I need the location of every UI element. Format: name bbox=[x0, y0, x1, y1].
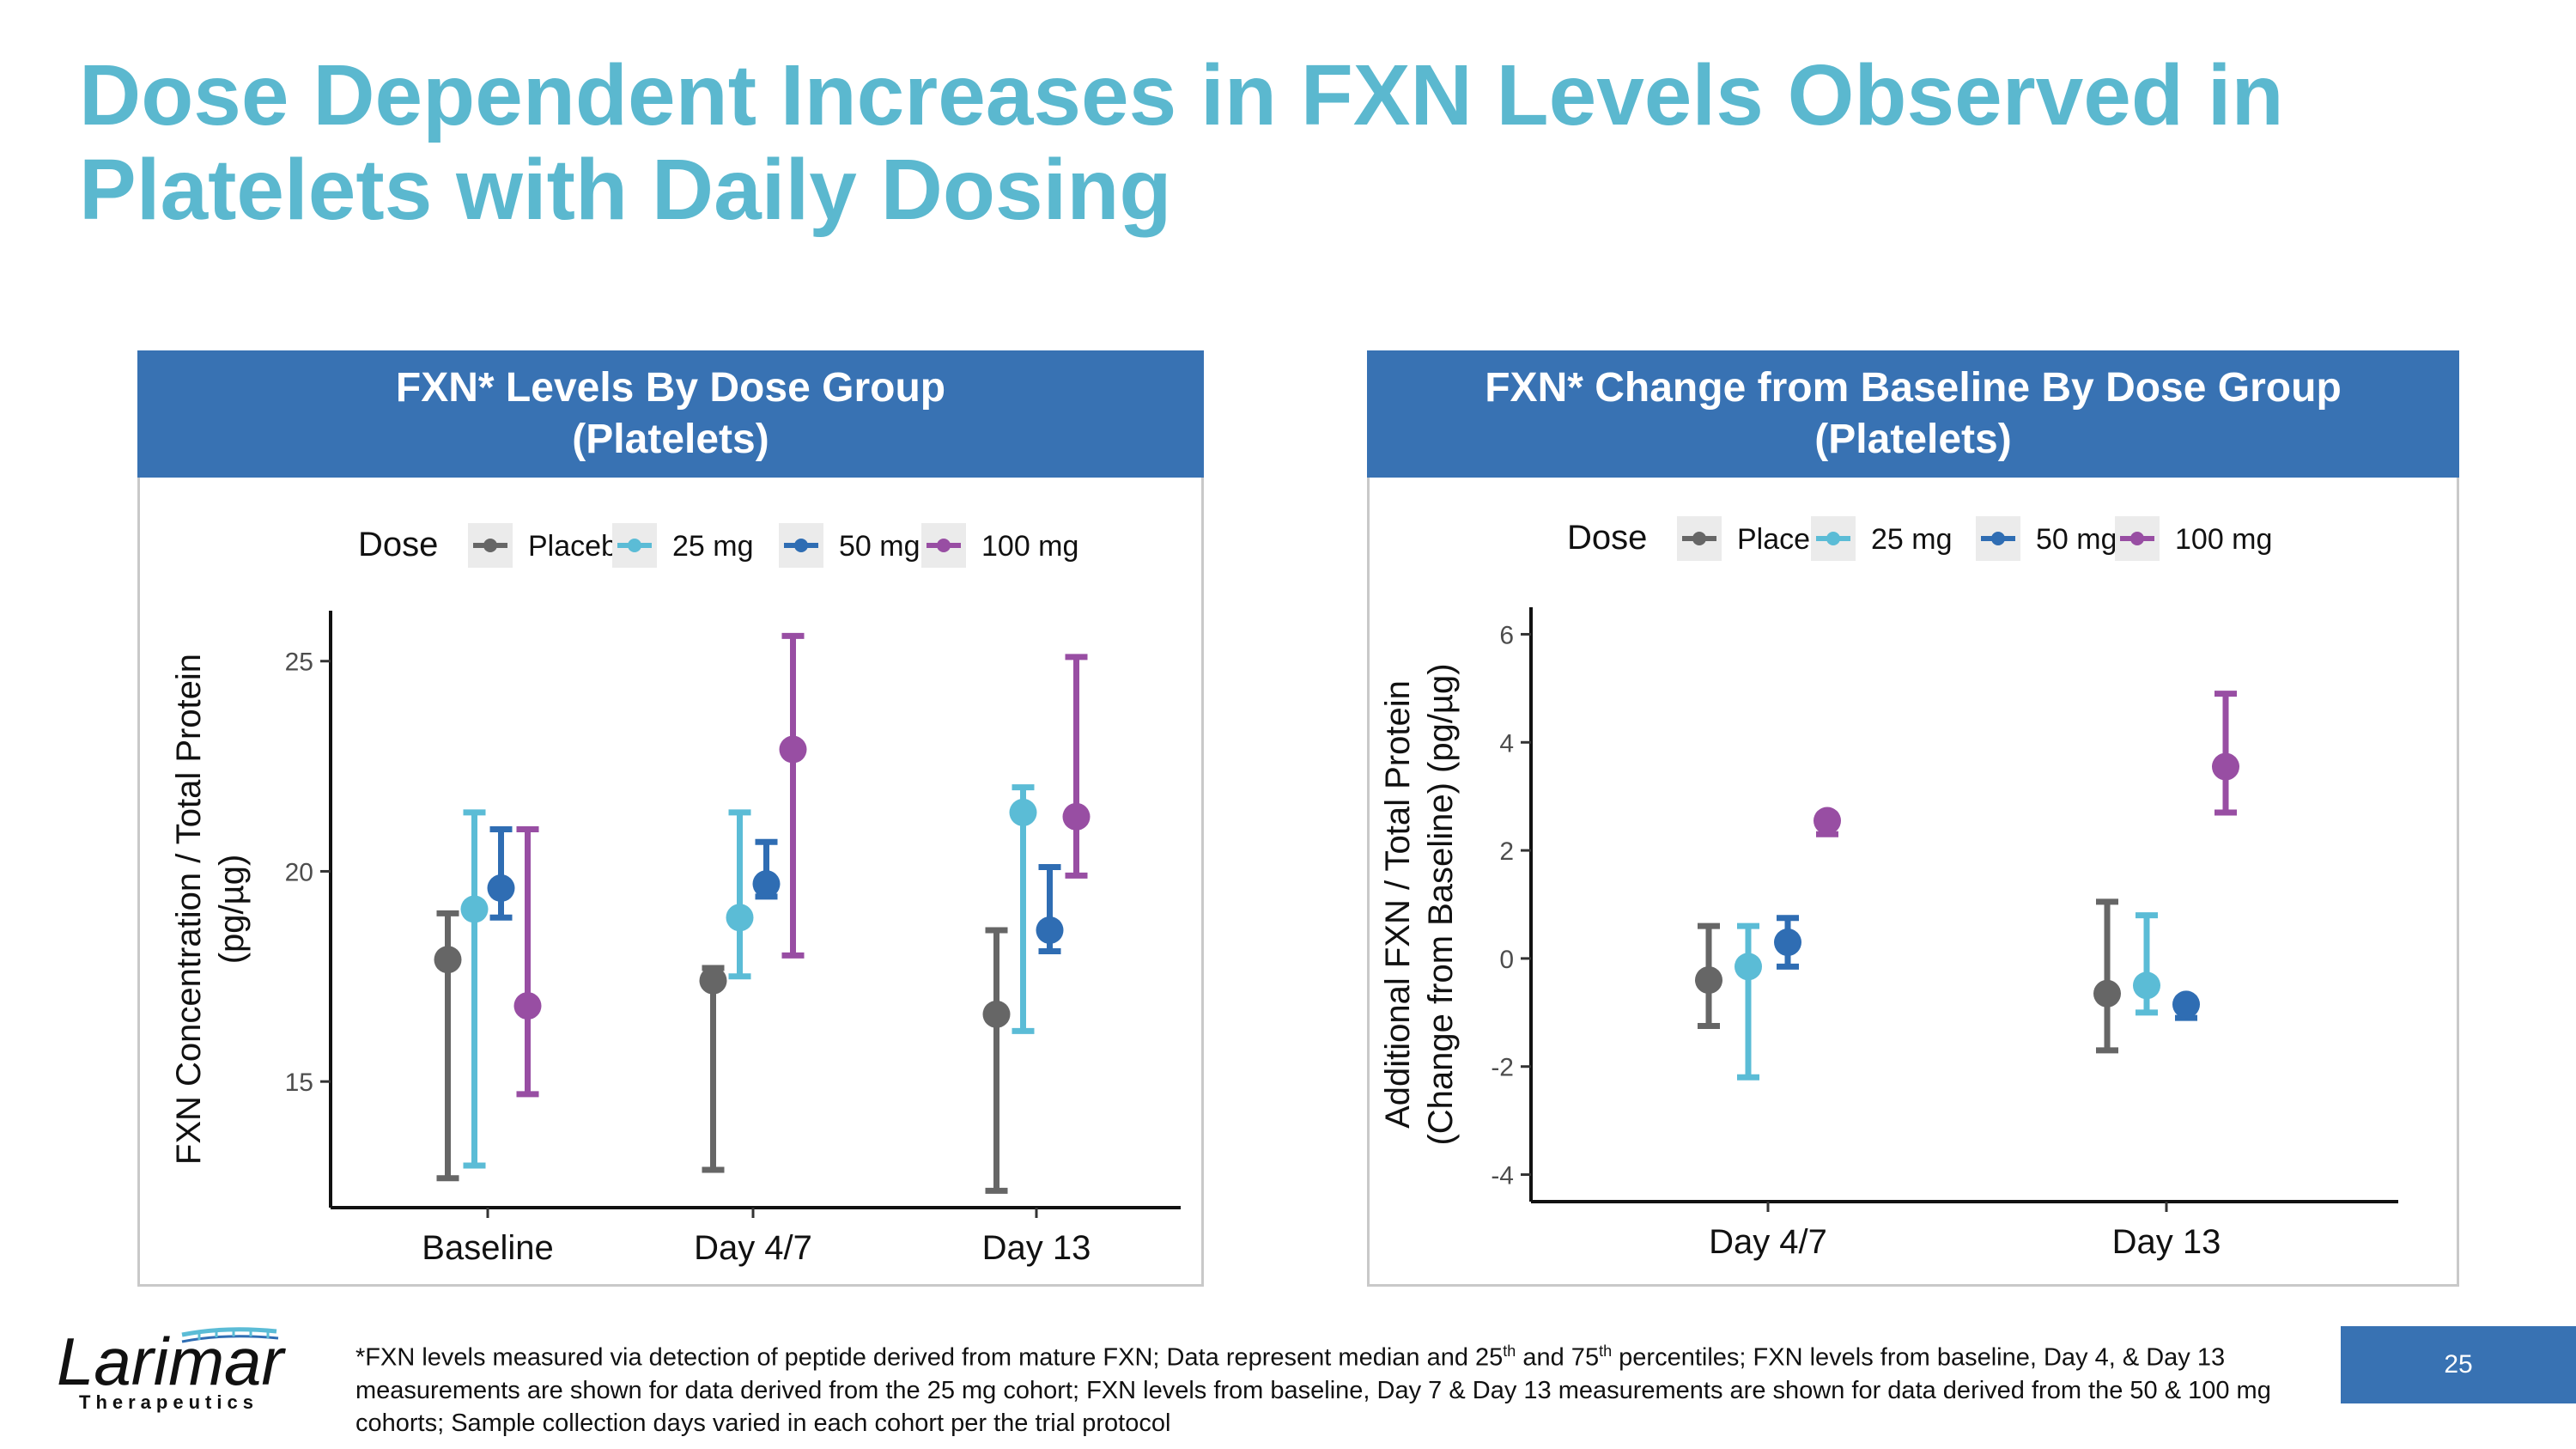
data-point bbox=[487, 874, 515, 903]
y-tick-label: 4 bbox=[1499, 729, 1514, 758]
data-point bbox=[1009, 798, 1037, 826]
footnote-part2: and 75 bbox=[1516, 1343, 1600, 1372]
x-tick-label: Day 13 bbox=[982, 1229, 1091, 1267]
page-number: 25 bbox=[2444, 1350, 2473, 1379]
y-axis-label-line2: (pg/µg) bbox=[213, 855, 251, 965]
y-tick-label: -2 bbox=[1491, 1054, 1514, 1082]
page-number-box: 25 bbox=[2341, 1326, 2576, 1403]
x-tick-label: Baseline bbox=[422, 1229, 553, 1267]
legend-title: Dose bbox=[1567, 519, 1647, 557]
legend-label-25-mg: 25 mg bbox=[1871, 523, 1953, 556]
larimar-logo: Larimar Therapeutics bbox=[57, 1324, 286, 1413]
data-point bbox=[2133, 971, 2160, 1000]
y-tick-label: 0 bbox=[1499, 946, 1514, 974]
y-tick-label: 15 bbox=[285, 1068, 313, 1097]
right-chart-header: FXN* Change from Baseline By Dose Group … bbox=[1367, 350, 2459, 478]
left-chart-panel: FXN* Levels By Dose Group (Platelets) Do… bbox=[137, 350, 1204, 1287]
logo-subtitle: Therapeutics bbox=[79, 1391, 258, 1413]
footnote-part3: percentiles; FXN levels from baseline, D… bbox=[355, 1343, 2271, 1437]
logo-dna-icon bbox=[181, 1327, 279, 1343]
logo-wordmark: Larimar bbox=[57, 1324, 286, 1399]
legend-label-100-mg: 100 mg bbox=[981, 530, 1078, 563]
legend-label-50-mg: 50 mg bbox=[839, 530, 920, 563]
left-chart-header-line2: (Platelets) bbox=[572, 417, 769, 462]
legend-label-25-mg: 25 mg bbox=[672, 530, 754, 563]
y-axis-label-line2: (Change from Baseline) (pg/µg) bbox=[1422, 663, 1460, 1145]
left-chart-header: FXN* Levels By Dose Group (Platelets) bbox=[137, 350, 1204, 478]
data-point bbox=[434, 946, 462, 974]
data-point bbox=[1774, 928, 1801, 957]
legend-key-dot bbox=[937, 539, 951, 552]
legend-title: Dose bbox=[358, 526, 438, 563]
legend-key-dot bbox=[1991, 532, 2005, 545]
data-point bbox=[1695, 966, 1722, 995]
footnote-sup2: th bbox=[1599, 1342, 1613, 1360]
data-point bbox=[513, 992, 542, 1020]
data-point bbox=[752, 870, 781, 898]
x-tick-label: Day 4/7 bbox=[694, 1229, 812, 1267]
y-axis-label-line1: FXN Concentration / Total Protein bbox=[170, 654, 208, 1165]
legend-key-dot bbox=[1692, 532, 1706, 545]
right-chart-header-line1: FXN* Change from Baseline By Dose Group bbox=[1485, 365, 2342, 411]
legend-key-dot bbox=[483, 539, 497, 552]
data-point bbox=[2212, 752, 2239, 781]
x-tick-label: Day 13 bbox=[2112, 1223, 2221, 1261]
data-point bbox=[460, 895, 489, 923]
left-chart-header-line1: FXN* Levels By Dose Group bbox=[395, 365, 946, 411]
data-point bbox=[1036, 916, 1064, 944]
legend-key-dot bbox=[2130, 532, 2144, 545]
data-point bbox=[1062, 802, 1091, 831]
data-point bbox=[982, 1000, 1011, 1028]
footnote: *FXN levels measured via detection of pe… bbox=[355, 1335, 2322, 1440]
y-axis-label-line1: Additional FXN / Total Protein bbox=[1379, 680, 1417, 1129]
slide-title-line2: Platelets with Daily Dosing bbox=[79, 142, 1172, 238]
data-point bbox=[779, 735, 807, 764]
right-chart-panel: FXN* Change from Baseline By Dose Group … bbox=[1367, 350, 2459, 1287]
data-point bbox=[1814, 807, 1841, 835]
y-tick-label: 2 bbox=[1499, 837, 1514, 866]
x-tick-label: Day 4/7 bbox=[1709, 1223, 1827, 1261]
slide-title: Dose Dependent Increases in FXN Levels O… bbox=[79, 48, 2483, 237]
right-chart: Dose Placebo 25 mg 50 mg 100 mg-4-20246Addit… bbox=[1379, 516, 2398, 1261]
slide-title-line1: Dose Dependent Increases in FXN Levels O… bbox=[79, 47, 2284, 143]
legend-key-dot bbox=[794, 539, 808, 552]
footnote-sup1: th bbox=[1503, 1342, 1516, 1360]
legend-key-dot bbox=[628, 539, 641, 552]
legend-key-dot bbox=[1826, 532, 1840, 545]
y-tick-label: 25 bbox=[285, 648, 313, 677]
right-chart-header-line2: (Platelets) bbox=[1814, 417, 2012, 462]
data-point bbox=[2172, 990, 2200, 1019]
data-point bbox=[2093, 979, 2121, 1008]
legend-label-100-mg: 100 mg bbox=[2175, 523, 2272, 556]
data-point bbox=[1735, 953, 1762, 981]
footnote-part1: *FXN levels measured via detection of pe… bbox=[355, 1343, 1504, 1372]
data-point bbox=[699, 966, 727, 995]
y-tick-label: 6 bbox=[1499, 621, 1514, 649]
legend-label-50-mg: 50 mg bbox=[2036, 523, 2117, 556]
y-tick-label: 20 bbox=[285, 858, 313, 886]
data-point bbox=[726, 904, 754, 932]
y-tick-label: -4 bbox=[1491, 1162, 1514, 1190]
